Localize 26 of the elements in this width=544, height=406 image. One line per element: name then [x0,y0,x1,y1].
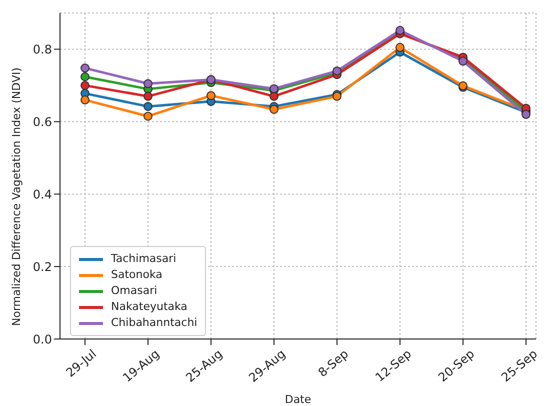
legend-label: Chibahanntachi [110,315,198,331]
point [80,80,90,90]
point [144,112,152,121]
y-tick-label: 0.2 [32,260,52,274]
y-tick-label: 0.4 [32,187,52,202]
y-axis-title: Normalized Difference Vagetation Index (NDVI) [10,68,23,326]
point [144,92,152,101]
point [270,92,278,101]
y-tick-label: 0.0 [32,332,52,346]
point [144,79,152,88]
point [144,102,152,111]
legend-label: Tachimasari [110,251,178,267]
legend-label: Satonoka [110,267,164,283]
point [458,56,468,66]
y-tick-label: 0.8 [32,42,52,56]
legend-label: Nakateyutaka [110,299,188,315]
point [396,42,404,52]
point [396,26,404,35]
legend-label: Omasari [110,283,158,299]
x-axis-title: Date [284,393,312,406]
point [80,72,90,82]
point [270,104,278,114]
y-tick-label: 0.6 [32,114,52,129]
point [206,91,216,100]
point [80,95,90,104]
point [80,64,90,73]
